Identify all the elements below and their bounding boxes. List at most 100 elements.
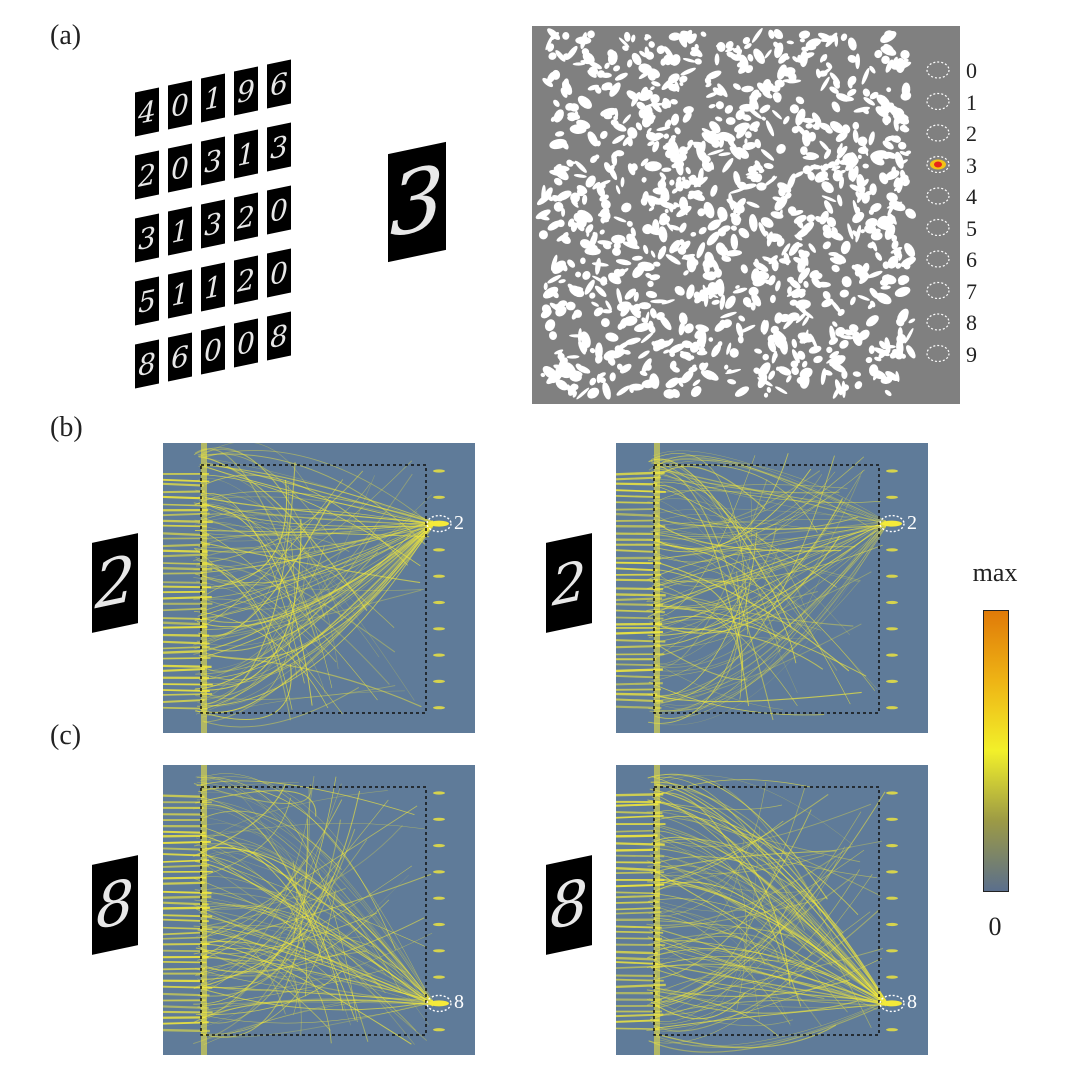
mask-feature [777,182,792,193]
light-path [205,496,434,524]
detector-spot [433,653,445,657]
light-path [197,791,434,1002]
light-path [200,834,434,1004]
light-path [205,875,334,1017]
mask-feature [649,229,663,236]
mnist-sample-card: 6 [267,59,291,109]
light-path [654,843,887,1006]
light-path [649,571,740,712]
mask-feature [547,71,556,84]
light-path [653,530,876,677]
light-path [649,476,878,690]
light-path [650,539,773,638]
mask-feature [650,250,656,258]
light-path [204,450,434,527]
mask-feature [682,57,696,63]
light-path [647,525,887,590]
detected-class-label: 8 [907,991,917,1014]
mask-feature [758,362,771,378]
mask-feature [741,114,752,122]
mask-feature [850,296,856,306]
mask-feature [760,149,775,161]
mask-feature [774,312,783,324]
mask-feature [819,140,830,152]
mask-feature [830,121,844,134]
mask-feature [822,290,831,300]
detector-spot [433,469,445,473]
light-path [205,526,434,660]
light-path [206,962,301,1007]
detector-spot [433,495,445,499]
mask-feature [562,32,570,40]
mask-feature [806,214,816,223]
light-path [659,579,820,710]
mask-feature [772,110,782,120]
mask-feature [789,104,799,114]
mask-feature [839,159,849,165]
mask-feature [715,116,723,122]
input-beam [615,495,660,499]
light-path [199,778,426,1002]
light-path [654,783,822,914]
mask-feature [587,387,600,399]
light-path [200,818,308,1038]
mask-feature [691,46,703,58]
mask-feature [738,315,746,322]
mask-feature [802,117,815,124]
mask-feature [898,280,906,286]
mask-feature [649,308,657,319]
mask-feature [898,312,908,324]
mask-feature [734,122,750,133]
mnist-sample-digit: 1 [204,268,222,306]
mask-feature [891,240,899,250]
mask-feature [575,289,583,296]
detector-spot [886,574,898,578]
mask-feature [791,338,798,349]
detector-spot [886,600,898,605]
light-path [657,455,756,617]
mask-feature [635,122,643,131]
mask-feature [706,231,720,246]
light-path [204,916,434,1006]
light-path [650,846,845,1018]
detector-spot [886,949,898,953]
light-path [196,478,415,701]
mask-feature [547,220,562,231]
mnist-sample-card: 2 [234,255,258,305]
mask-feature [603,350,617,361]
light-path [659,1000,887,1047]
mask-feature [805,122,813,129]
light-path [659,596,798,646]
mask-feature [688,190,705,201]
detected-class-label: 2 [454,511,464,534]
mnist-sample-digit: 6 [171,338,189,376]
detector-regions [926,61,950,363]
detector-spot [433,791,445,795]
mask-feature [826,217,837,228]
mask-feature [763,256,769,261]
mask-feature [566,355,580,359]
light-path [202,524,434,685]
mnist-sample-digit: 0 [270,191,288,229]
light-path [646,785,806,1003]
mask-feature [698,226,707,235]
light-path [201,917,425,973]
light-path [654,535,841,634]
mnist-sample-digit: 0 [171,149,189,187]
light-path [200,941,434,1004]
mask-feature [724,105,734,114]
light-path [656,644,748,681]
mask-feature [829,86,839,94]
input-beam [615,501,660,504]
input-beam [615,848,658,852]
mask-feature [855,225,862,243]
light-path [655,457,887,525]
mask-feature [846,88,857,97]
mask-feature [592,275,608,285]
mask-feature [683,106,694,114]
light-path [656,793,829,887]
light-path [203,804,324,963]
mask-feature [800,221,815,235]
light-path [199,823,425,839]
light-path [653,459,781,653]
